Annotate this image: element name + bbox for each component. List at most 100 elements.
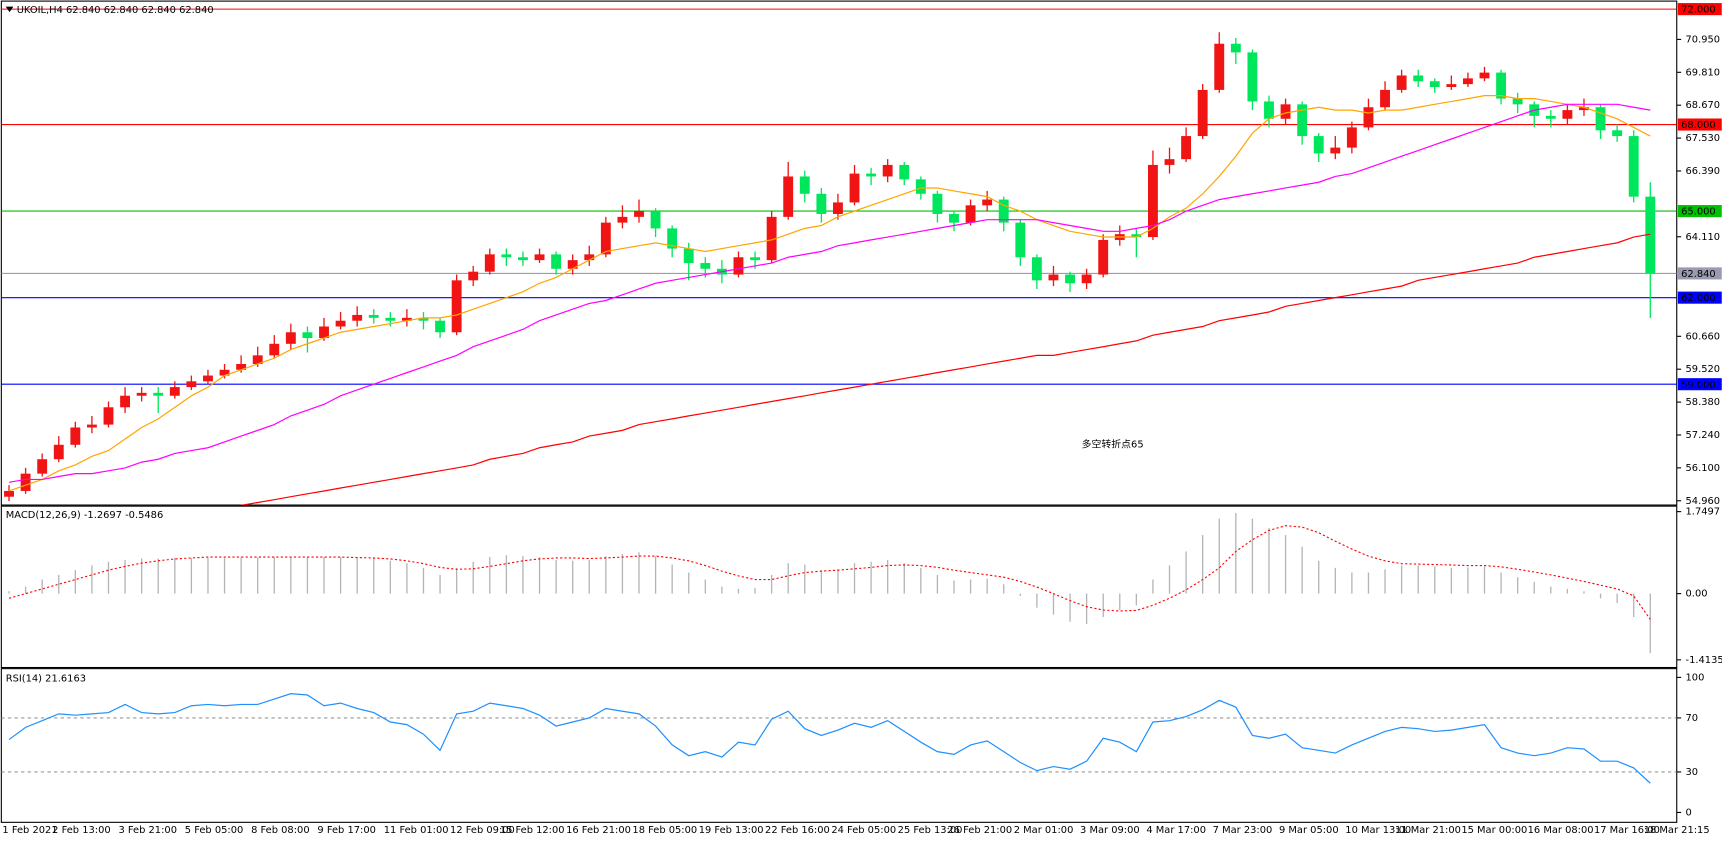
level-label: 62.840 (1681, 269, 1716, 280)
y-tick-label: 70 (1686, 713, 1699, 724)
y-tick-label: 66.390 (1686, 166, 1721, 177)
macd-plot (8, 513, 1651, 654)
y-tick-label: -1.4135 (1686, 655, 1722, 666)
candle-body (186, 381, 197, 388)
candle-body (518, 257, 528, 261)
candle-body (667, 228, 678, 249)
candle-body (269, 343, 280, 356)
y-tick-label: 0.00 (1686, 589, 1708, 600)
candle-body (1264, 101, 1274, 119)
y-tick-label: 64.110 (1686, 232, 1721, 243)
x-tick-label: 11 Mar 21:00 (1395, 825, 1461, 836)
y-tick-label: 58.380 (1686, 397, 1721, 408)
candle-body (799, 176, 810, 194)
candle-body (53, 444, 64, 460)
candle-body (1181, 136, 1192, 160)
y-tick-label: 54.960 (1686, 496, 1721, 507)
candle-body (750, 257, 760, 261)
candle-body (1595, 107, 1606, 131)
candle-body (1446, 84, 1457, 88)
x-tick-label: 24 Feb 05:00 (831, 825, 896, 836)
y-tick-label: 56.100 (1686, 463, 1721, 474)
x-tick-label: 9 Mar 05:00 (1279, 825, 1339, 836)
candle-body (1065, 274, 1075, 284)
candle-body (219, 369, 230, 376)
x-tick-label: 11 Feb 01:00 (384, 825, 449, 836)
annotation: 多空转折点65 (1082, 438, 1144, 451)
candle-body (484, 254, 495, 272)
level-label-box (1677, 118, 1722, 131)
candle-body (1214, 43, 1225, 90)
level-label-box (1677, 267, 1722, 280)
candle-body (1230, 43, 1241, 53)
candle-body (1330, 147, 1341, 154)
macd-pane (0, 505, 1678, 669)
level-label: 72.000 (1681, 5, 1716, 16)
candle-body (567, 260, 578, 269)
x-tick-label: 16 Mar 08:00 (1528, 825, 1594, 836)
x-tick-label: 18 Feb 05:00 (632, 825, 697, 836)
candle-body (617, 216, 628, 223)
candle-body (1645, 196, 1656, 274)
candle-body (4, 490, 14, 497)
x-tick-label: 1 Feb 2021 (2, 825, 57, 836)
candle-body (335, 320, 346, 327)
x-tick-label: 15 Mar 00:00 (1461, 825, 1527, 836)
rsi-plot (1, 693, 1677, 784)
candle-body (153, 392, 164, 396)
candle-body (1562, 110, 1573, 119)
candle-body (998, 199, 1009, 223)
candle-body (866, 173, 877, 177)
x-tick-label: 12 Feb 09:00 (450, 825, 515, 836)
candle-body (1579, 107, 1589, 111)
candle-body (551, 254, 562, 269)
macd-signal (8, 525, 1651, 620)
candle-body (1380, 89, 1390, 108)
candle-body (169, 387, 180, 396)
y-tick-label: 1.7497 (1686, 507, 1721, 518)
candle-body (1015, 222, 1026, 258)
candle-body (600, 222, 611, 255)
candle-body (501, 254, 512, 258)
candle-body (766, 216, 777, 261)
candle-body (120, 395, 131, 408)
candle-body (252, 355, 263, 365)
candle-body (103, 407, 114, 425)
candle-body (965, 205, 976, 223)
candle-body (816, 193, 827, 214)
x-tick-label: 26 Feb 21:00 (947, 825, 1012, 836)
candle-body (783, 176, 794, 217)
x-tick-label: 16 Feb 21:00 (566, 825, 631, 836)
candle-body (451, 280, 462, 333)
candle-body (37, 459, 48, 474)
candle-body (833, 202, 843, 214)
candle-body (1048, 274, 1059, 281)
candle-body (1496, 72, 1507, 99)
candle-body (236, 364, 247, 370)
chart-title: UKOIL,H4 62.840 62.840 62.840 62.840 (17, 5, 214, 16)
rsi-title: RSI(14) 21.6163 (6, 674, 86, 685)
candle-body (1396, 75, 1407, 90)
y-tick-label: 100 (1686, 672, 1705, 683)
x-tick-label: 22 Feb 16:00 (765, 825, 830, 836)
candle-body (733, 257, 744, 275)
candle-body (982, 199, 993, 206)
candle-body (435, 320, 446, 333)
x-tick-label: 18 Mar 21:15 (1644, 825, 1710, 836)
level-label-box (1677, 291, 1722, 304)
candle-body (1164, 159, 1175, 165)
x-tick-label: 15 Feb 12:00 (500, 825, 565, 836)
x-tick-label: 19 Feb 13:00 (699, 825, 764, 836)
x-tick-label: 3 Feb 21:00 (118, 825, 177, 836)
candle-body (949, 213, 959, 223)
y-tick-label: 68.670 (1686, 100, 1721, 111)
candle-body (915, 179, 926, 194)
candle-body (1197, 89, 1208, 137)
axes: 70.950 69.810 68.670 67.530 66.390 64.110 60.6… (2, 3, 1722, 836)
x-tick-label: 2 Feb 13:00 (52, 825, 111, 836)
y-tick-label: 57.240 (1686, 430, 1721, 441)
candle-body (302, 332, 313, 339)
candle-body (86, 424, 97, 428)
